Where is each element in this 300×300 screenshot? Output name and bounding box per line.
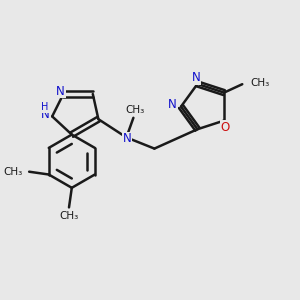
Text: CH₃: CH₃: [59, 211, 79, 221]
Text: N: N: [56, 85, 65, 98]
Text: N: N: [41, 109, 50, 122]
Text: CH₃: CH₃: [251, 78, 270, 88]
Text: H: H: [41, 102, 49, 112]
Text: N: N: [123, 132, 132, 145]
Text: N: N: [192, 71, 200, 84]
Text: CH₃: CH₃: [3, 167, 22, 177]
Text: N: N: [168, 98, 177, 111]
Text: O: O: [221, 121, 230, 134]
Text: CH₃: CH₃: [125, 105, 144, 115]
